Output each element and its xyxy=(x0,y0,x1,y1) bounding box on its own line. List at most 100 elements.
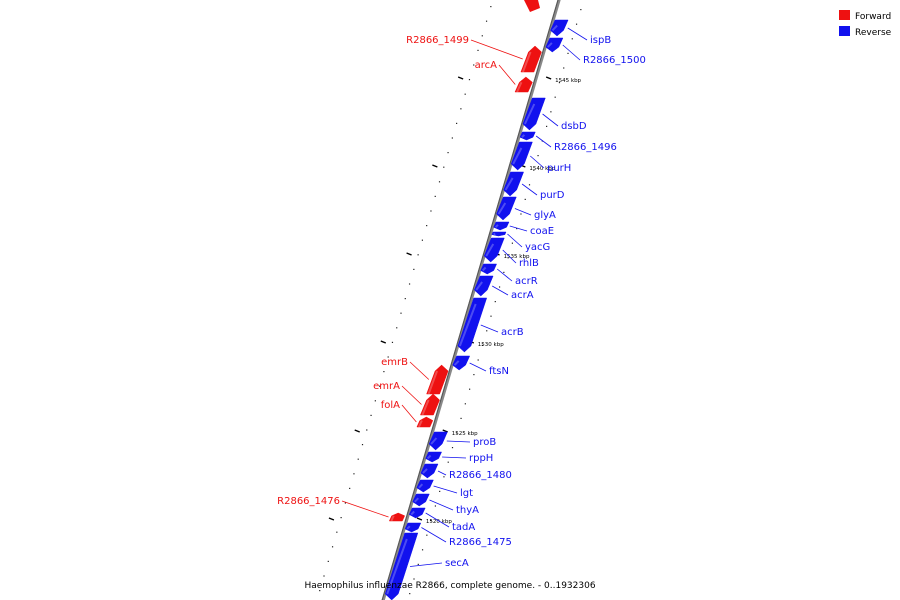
gene-highlight xyxy=(422,468,428,474)
minor-tick-left xyxy=(383,371,385,373)
minor-tick-right xyxy=(554,96,556,98)
gene-label-R2866_1499: R2866_1499 xyxy=(406,35,469,46)
gene-connector-yacG xyxy=(507,233,523,248)
gene-connector-R2866_1476 xyxy=(341,500,389,518)
minor-tick-right xyxy=(503,271,505,273)
minor-tick-left xyxy=(404,298,406,300)
minor-tick-right xyxy=(520,213,522,215)
minor-tick-marks xyxy=(319,6,582,595)
gene-label-proB: proB xyxy=(473,437,496,448)
gene-label-emrB: emrB xyxy=(381,357,408,368)
gene-arrow-acrB xyxy=(457,297,488,353)
gene-label-acrA: acrA xyxy=(511,290,534,301)
gene-arrow-R2866_1476 xyxy=(388,512,406,522)
minor-tick-right xyxy=(464,403,466,405)
gene-label-rppH: rppH xyxy=(469,453,493,464)
minor-tick-left xyxy=(451,137,453,139)
gene-highlight xyxy=(521,134,526,138)
minor-tick-right xyxy=(413,578,415,580)
minor-tick-right xyxy=(498,286,501,288)
gene-connector-acrR xyxy=(496,268,513,282)
minor-tick-left xyxy=(468,79,471,81)
gene-label-acrR: acrR xyxy=(515,276,538,287)
major-tick-label: 1535 kbp xyxy=(504,254,530,260)
gene-connector-rppH xyxy=(442,456,467,459)
gene-connector-R2866_1496 xyxy=(535,135,552,148)
gene-label-R2866_1476: R2866_1476 xyxy=(277,496,340,507)
minor-tick-left xyxy=(357,458,359,460)
minor-tick-left xyxy=(481,35,483,37)
gene-label-acrB: acrB xyxy=(501,327,524,338)
gene-label-rhlB: rhlB xyxy=(519,258,539,269)
minor-tick-left xyxy=(447,152,449,154)
minor-tick-left xyxy=(456,122,458,124)
legend-reverse-swatch xyxy=(839,26,850,36)
minor-tick-left xyxy=(331,546,334,548)
gene-highlight xyxy=(418,483,424,489)
gene-arrow-lgt xyxy=(416,479,434,493)
gene-label-thyA: thyA xyxy=(456,505,479,516)
gene-highlight xyxy=(493,232,496,236)
gene-highlight xyxy=(504,177,514,191)
gene-connector-rhlB xyxy=(502,249,517,264)
minor-tick-right xyxy=(447,461,449,463)
minor-tick-left xyxy=(443,166,445,168)
gene-label-arcA: arcA xyxy=(475,60,498,71)
gene-connector-R2866_1500 xyxy=(562,44,581,61)
backbone-line xyxy=(381,0,561,600)
gene-label-ftsN: ftsN xyxy=(489,366,509,377)
gene-connector-arcA xyxy=(498,64,516,85)
minor-tick-right xyxy=(507,257,509,259)
gene-highlight xyxy=(494,224,499,228)
gene-connector-ftsN xyxy=(469,362,487,372)
gene-highlight xyxy=(485,243,495,257)
genome-backbone xyxy=(381,0,561,600)
major-tick-label: 1530 kbp xyxy=(478,342,504,348)
minor-tick-left xyxy=(396,327,398,329)
minor-tick-left xyxy=(438,181,441,183)
gene-label-secA: secA xyxy=(445,558,469,569)
gene-label-ispB: ispB xyxy=(590,35,611,46)
minor-tick-right xyxy=(567,52,569,54)
minor-tick-left xyxy=(417,254,419,256)
minor-tick-right xyxy=(524,198,526,200)
gene-highlight xyxy=(427,370,438,395)
gene-highlight xyxy=(524,103,536,125)
gene-arrow-arcA xyxy=(514,76,533,93)
minor-tick-right xyxy=(533,169,535,171)
minor-tick-right xyxy=(490,315,492,317)
minor-tick-left xyxy=(421,239,423,241)
major-tick-label: 1525 kbp xyxy=(452,431,478,437)
gene-connector-glyA xyxy=(514,208,532,216)
gene-label-yacG: yacG xyxy=(525,242,550,253)
legend-forward-swatch xyxy=(839,10,850,20)
minor-tick-right xyxy=(426,534,428,536)
minor-tick-left xyxy=(426,225,428,227)
gene-label-coaE: coaE xyxy=(530,226,554,237)
gene-arrow-R2866_1480 xyxy=(420,463,439,479)
gene-connector-emrB xyxy=(409,361,430,380)
minor-tick-left xyxy=(434,195,436,197)
gene-arrow-proB xyxy=(428,431,448,451)
minor-tick-left xyxy=(464,93,466,95)
minor-tick-right xyxy=(494,301,496,303)
gene-connector-proB xyxy=(446,440,471,443)
minor-tick-right xyxy=(571,38,573,40)
minor-tick-left xyxy=(327,560,329,562)
gene-connector-folA xyxy=(401,404,417,423)
gene-highlight xyxy=(547,42,553,48)
minor-tick-left xyxy=(323,575,325,577)
gene-connector-acrA xyxy=(492,285,509,296)
minor-tick-left xyxy=(473,64,475,66)
minor-tick-right xyxy=(430,520,432,522)
minor-tick-left xyxy=(430,210,432,212)
major-tick-right xyxy=(442,429,448,433)
minor-tick-right xyxy=(558,82,561,84)
minor-tick-right xyxy=(528,184,531,186)
gene-highlight xyxy=(551,24,558,32)
gene-highlight xyxy=(421,399,430,416)
gene-connector-secA xyxy=(409,562,443,567)
major-tick-left xyxy=(380,340,387,344)
gene-connector-ispB xyxy=(567,27,588,41)
minor-tick-left xyxy=(366,429,368,431)
